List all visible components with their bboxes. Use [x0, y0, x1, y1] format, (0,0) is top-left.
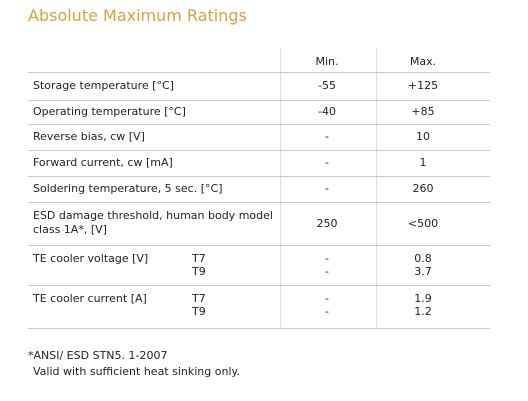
min-value: -55: [318, 79, 336, 92]
min-value: -: [325, 156, 329, 169]
footnote: *ANSI/ ESD STN5. 1-2007: [28, 349, 168, 362]
variant-name: T7: [192, 252, 206, 265]
row-label: TE cooler current [A]: [33, 292, 147, 305]
column-header: Min.: [315, 55, 339, 68]
max-value: <500: [407, 216, 439, 230]
row-label: ESD damage threshold, human body model c…: [33, 209, 273, 236]
variant-name: T9: [192, 305, 206, 318]
row-label: Operating temperature [°C]: [33, 105, 186, 118]
column-divider: [376, 48, 377, 328]
min-value: -40: [318, 105, 336, 118]
max-value: 0.8: [414, 252, 432, 265]
row-divider: [28, 150, 490, 151]
max-value: +125: [407, 79, 439, 92]
row-label: Reverse bias, cw [V]: [33, 130, 145, 143]
row-label: Soldering temperature, 5 sec. [°C]: [33, 182, 223, 195]
max-value: +85: [411, 105, 435, 118]
row-label: Storage temperature [°C]: [33, 79, 174, 92]
row-divider: [28, 202, 490, 203]
variant-name: T9: [192, 265, 206, 278]
title: Absolute Maximum Ratings: [28, 6, 247, 25]
max-value: 1.9: [414, 292, 432, 305]
min-value: -: [325, 130, 329, 143]
max-value: 10: [416, 130, 430, 143]
row-divider: [28, 124, 490, 125]
footnote: Valid with sufficient heat sinking only.: [33, 365, 240, 378]
row-divider: [28, 176, 490, 177]
max-value: 260: [412, 182, 434, 195]
min-value: -: [325, 252, 329, 265]
min-value: -: [325, 292, 329, 305]
max-value: 1: [419, 156, 427, 169]
min-value: 250: [316, 216, 338, 230]
row-label: Forward current, cw [mA]: [33, 156, 173, 169]
max-value: 1.2: [414, 305, 432, 318]
min-value: -: [325, 305, 329, 318]
variant-name: T7: [192, 292, 206, 305]
row-divider: [28, 245, 490, 246]
max-value: 3.7: [414, 265, 432, 278]
row-label: TE cooler voltage [V]: [33, 252, 149, 265]
row-divider: [28, 285, 490, 286]
row-divider: [28, 72, 490, 73]
column-divider: [280, 48, 281, 328]
row-divider: [28, 328, 490, 329]
min-value: -: [325, 265, 329, 278]
column-header: Max.: [409, 55, 437, 68]
min-value: -: [325, 182, 329, 195]
row-divider: [28, 100, 490, 101]
